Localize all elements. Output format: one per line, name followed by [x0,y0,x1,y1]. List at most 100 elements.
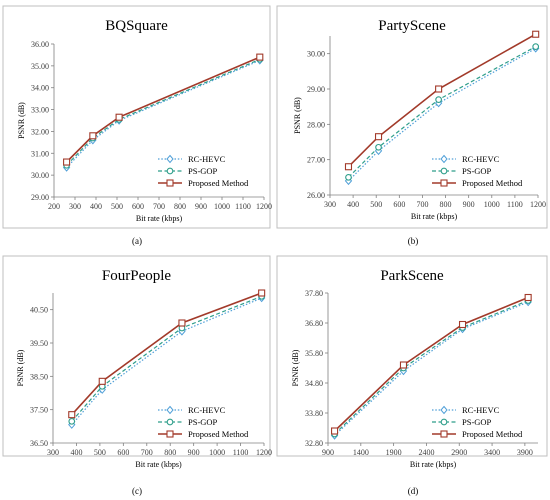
x-tick-label: 1000 [214,202,230,211]
legend-marker [440,154,448,164]
x-tick-label: 1100 [235,202,251,211]
panel-frame [276,5,548,229]
legend-marker [440,430,448,438]
y-tick-label: 27.00 [307,156,325,165]
legend-label: RC-HEVC [462,154,500,164]
legend-label: PS-GOP [188,166,218,176]
y-tick-label: 40.50 [30,306,48,315]
x-tick-label: 300 [324,200,336,209]
x-tick-label: 500 [370,200,382,209]
chart-title: PartyScene [378,18,446,34]
panel-label: (b) [408,236,419,246]
x-tick-label: 800 [164,448,176,457]
series-line [334,301,529,436]
y-tick-label: 30.00 [307,50,325,59]
series-line [66,56,261,163]
data-point [68,411,76,419]
chart-title: ParkScene [380,268,444,284]
x-axis-label: Bit rate (kbps) [136,214,183,223]
data-point [89,132,97,140]
y-tick-label: 29.00 [307,85,325,94]
data-point [532,30,540,38]
x-tick-label: 1100 [507,200,523,209]
legend-label: Proposed Method [188,429,249,439]
x-tick-label: 2900 [451,448,467,457]
legend-label: PS-GOP [188,417,218,427]
x-axis-label: Bit rate (kbps) [135,460,182,469]
y-tick-label: 29.00 [31,193,49,202]
legend-marker [166,405,174,415]
y-tick-label: 33.00 [31,106,49,115]
data-point [435,85,443,93]
series-proposed-method [68,289,266,419]
panel-frame [276,255,548,457]
series-ps-gop [345,43,540,181]
x-tick-label: 600 [132,202,144,211]
series-line [348,46,536,178]
x-axis-label: Bit rate (kbps) [410,460,457,469]
data-point [63,158,71,166]
data-point [331,427,339,435]
x-tick-label: 700 [141,448,153,457]
series-line [334,296,529,432]
series-proposed-method [331,293,532,435]
y-tick-label: 32.80 [305,439,323,448]
y-tick-label: 32.00 [31,127,49,136]
legend-label: PS-GOP [462,417,492,427]
x-tick-label: 600 [393,200,405,209]
data-point [524,293,532,302]
data-point [399,361,408,369]
y-tick-label: 39.50 [30,339,48,348]
panel-frame [2,5,271,229]
x-tick-label: 800 [440,200,452,209]
y-axis-label: PSNR (dB) [16,349,25,386]
x-tick-label: 500 [111,202,123,211]
x-tick-label: 600 [117,448,129,457]
legend-marker [166,418,174,426]
x-tick-label: 300 [47,448,59,457]
y-axis-label: PSNR (dB) [293,97,302,134]
x-tick-label: 1200 [530,200,546,209]
y-tick-label: 36.50 [30,439,48,448]
x-tick-label: 300 [69,202,81,211]
series-line [66,58,261,166]
legend-label: RC-HEVC [188,154,226,164]
chart-panel-c: FourPeople 36.50 37.50 38.50 39.50 40.50 300 40… [2,255,272,496]
legend-marker [440,167,448,175]
legend-marker [440,405,448,415]
x-tick-label: 1400 [353,448,369,457]
series-line [348,47,536,182]
legend-marker [166,430,174,438]
x-tick-label: 1000 [484,200,500,209]
series-line [71,292,262,416]
y-tick-label: 34.00 [31,84,49,93]
data-point [344,163,353,171]
chart-title: BQSquare [105,18,168,34]
x-tick-label: 800 [174,202,186,211]
chart-panel-d: ParkScene 32.80 33.80 34.80 35.80 36.80 37.80 9… [276,255,548,496]
legend-label: Proposed Method [462,178,523,188]
panel-label: (a) [132,236,142,246]
legend: RC-HEVC PS-GOP Proposed Method [432,154,523,188]
x-axis-label: Bit rate (kbps) [411,212,458,221]
y-axis-label: PSNR (dB) [291,349,300,386]
legend-marker [440,418,448,426]
data-point [374,133,383,141]
y-tick-label: 35.00 [31,62,49,71]
x-tick-label: 700 [416,200,428,209]
series-line [334,299,529,435]
x-tick-label: 900 [188,448,200,457]
data-point [375,143,382,151]
legend-label: RC-HEVC [462,405,500,415]
x-tick-label: 1100 [233,448,249,457]
y-axis-label: PSNR (dB) [17,102,26,139]
data-point [68,417,76,425]
legend-label: Proposed Method [462,429,523,439]
x-tick-label: 900 [463,200,475,209]
legend: RC-HEVC PS-GOP Proposed Method [432,405,523,439]
data-point [178,319,186,327]
series-proposed-method [63,53,264,166]
x-tick-label: 900 [195,202,207,211]
series-line [71,295,262,422]
